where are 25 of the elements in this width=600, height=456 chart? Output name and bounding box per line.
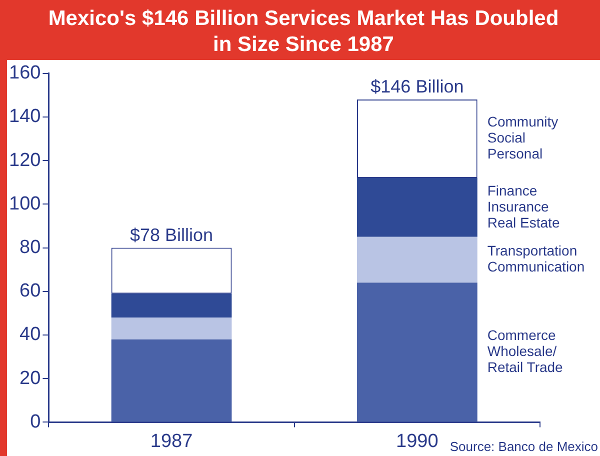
series-label: Finance Insurance Real Estate: [487, 182, 560, 230]
bar: [111, 339, 232, 422]
series-label: Commerce Wholesale/ Retail Trade: [487, 327, 564, 376]
bar: [356, 282, 478, 422]
source-note: Source: Banco de Mexico: [450, 439, 598, 454]
y-tick-label: 140: [9, 106, 41, 128]
y-tick-label: 100: [9, 193, 41, 214]
total-label: $78 Billion: [130, 224, 214, 245]
bar: [111, 294, 232, 318]
y-tick-label: 60: [20, 280, 41, 302]
x-tick-label: 1990: [396, 430, 438, 452]
bar: [111, 318, 232, 340]
series-label: Transportation Communication: [487, 242, 585, 275]
y-tick-label: 40: [20, 324, 41, 346]
bar: [356, 178, 478, 237]
x-tick-label: 1987: [150, 430, 193, 452]
y-tick-label: 20: [20, 368, 41, 389]
series-label: Community Social Personal: [487, 114, 558, 162]
y-tick-label: 120: [9, 150, 41, 171]
total-label: $146 Billion: [370, 76, 464, 97]
y-tick-label: 0: [30, 411, 41, 432]
y-tick-label: 160: [9, 62, 41, 84]
chart-title: Mexico's $146 Billion Services Market Has Doubled in Size Since 1987: [7, 0, 600, 60]
y-tick-label: 80: [20, 237, 41, 258]
bar: [356, 236, 478, 283]
